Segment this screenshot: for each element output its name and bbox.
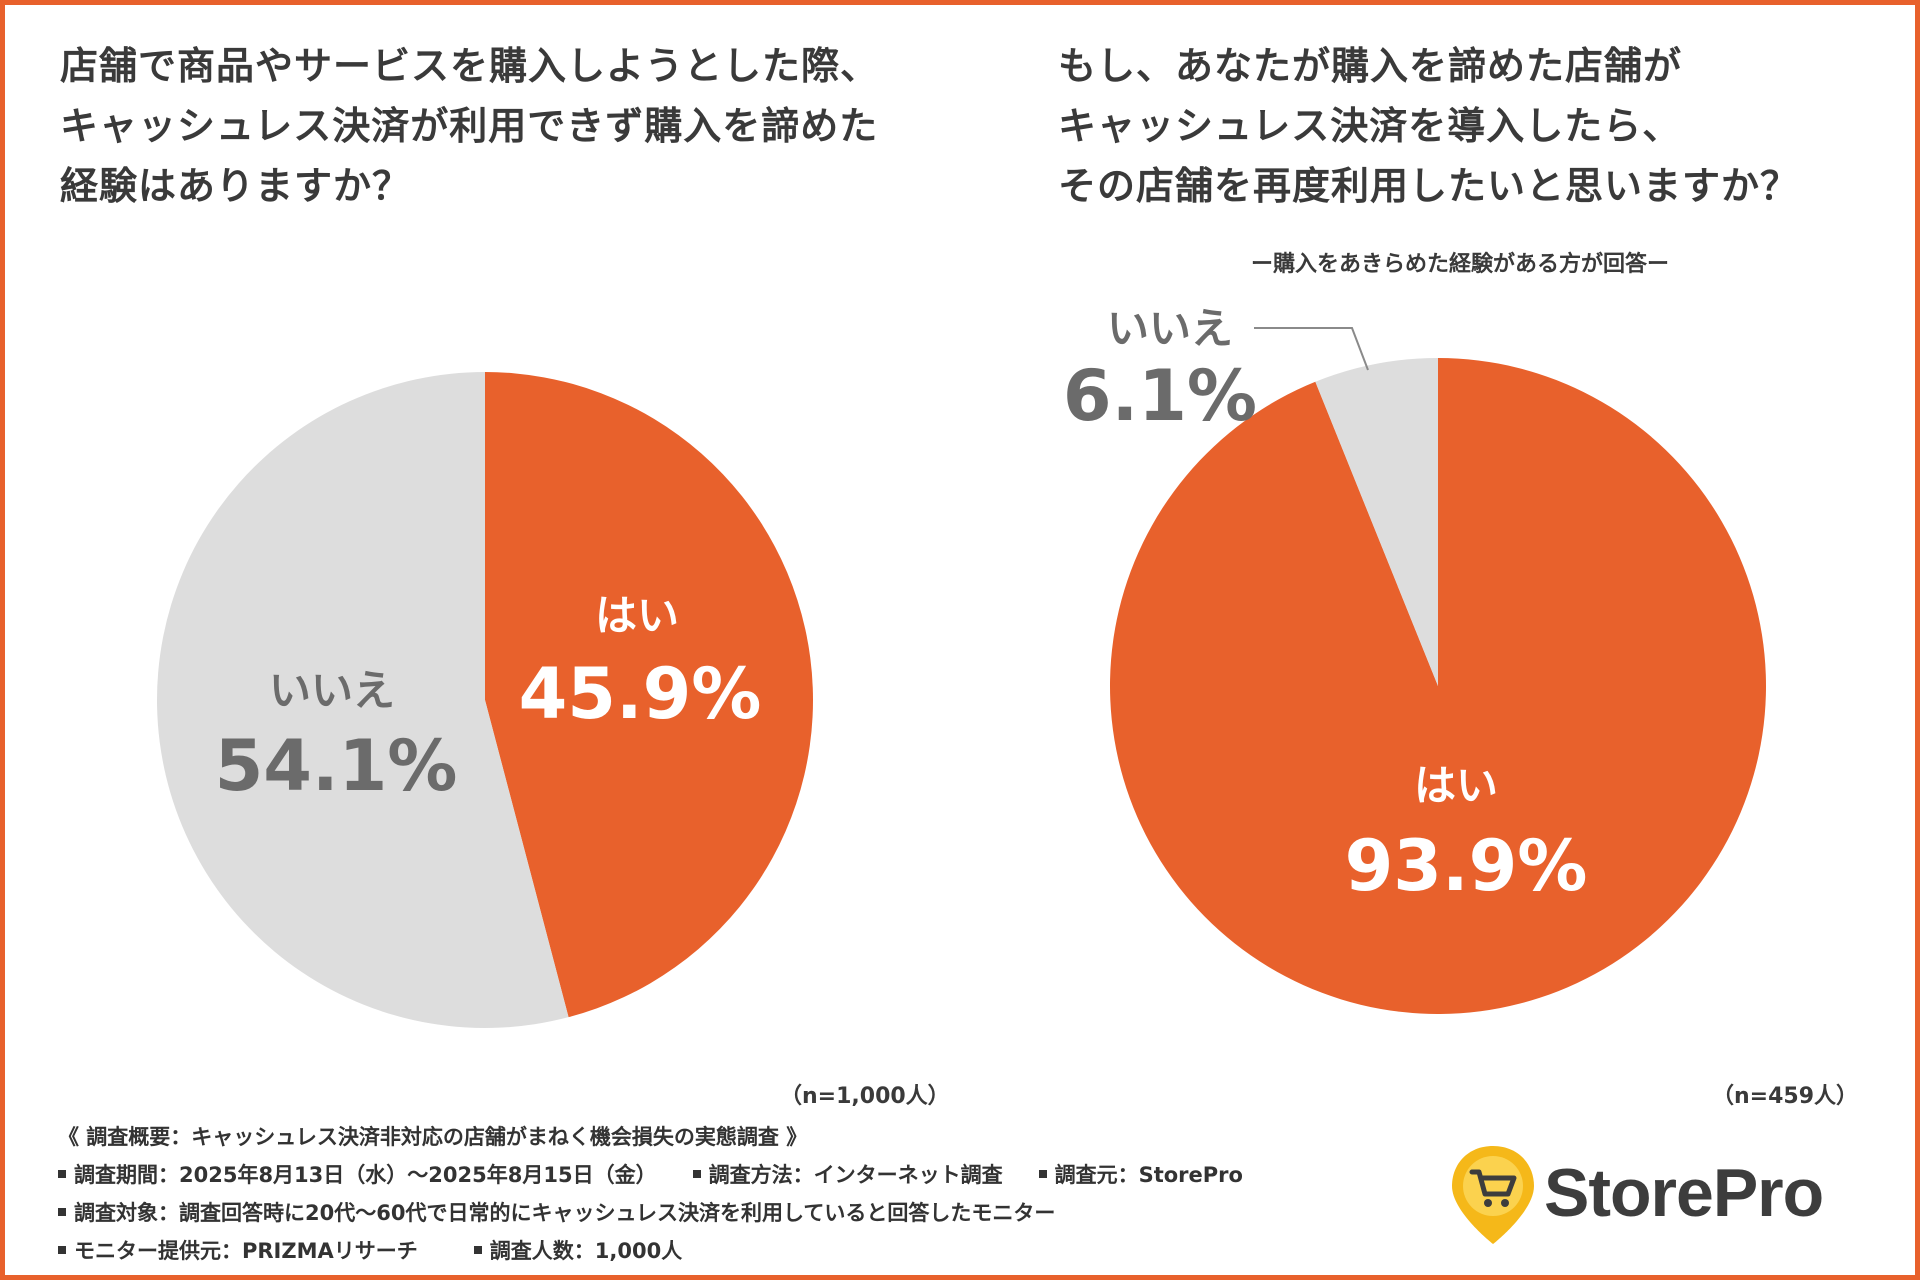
right-chart-subtitle: ー購入をあきらめた経験がある方が回答ー	[1250, 252, 1669, 277]
bullet-icon	[1038, 1170, 1047, 1178]
bullet-icon	[692, 1170, 701, 1178]
storepro-logo: StorePro	[1448, 1140, 1868, 1250]
bullet-icon	[58, 1208, 66, 1216]
left-chart-title: 店舗で商品やサービスを購入しようとした際、 キャッシュレス決済が利用できず購入を…	[60, 44, 880, 208]
right-chart-title: もし、あなたが購入を諦めた店舗が キャッシュレス決済を導入したら、 その店舗を再…	[1058, 44, 1800, 208]
survey-provider: モニター提供元：PRIZMAリサーチ	[74, 1239, 418, 1263]
right-sample-size: （n=459人）	[1712, 1084, 1859, 1109]
survey-period: 調査期間：2025年8月13日（水）～2025年8月15日（金）	[74, 1163, 657, 1187]
survey-overview: 《 調査概要：キャッシュレス決済非対応の店舗がまねく機会損失の実態調査 》	[58, 1125, 808, 1149]
shopping-cart-pin-icon	[1452, 1146, 1534, 1244]
logo-text: StorePro	[1544, 1155, 1824, 1231]
survey-count: 調査人数：1,000人	[489, 1239, 683, 1263]
bullet-icon	[58, 1170, 66, 1178]
survey-source: 調査元：StorePro	[1054, 1163, 1243, 1187]
bullet-icon	[473, 1246, 482, 1254]
survey-method: 調査方法：インターネット調査	[708, 1163, 1003, 1187]
left-sample-size: （n=1,000人）	[780, 1084, 950, 1109]
survey-target: 調査対象：調査回答時に20代～60代で日常的にキャッシュレス決済を利用していると…	[74, 1201, 1056, 1225]
survey-footer: 《 調査概要：キャッシュレス決済非対応の店舗がまねく機会損失の実態調査 》 調査…	[58, 1118, 1279, 1270]
bullet-icon	[58, 1246, 66, 1254]
